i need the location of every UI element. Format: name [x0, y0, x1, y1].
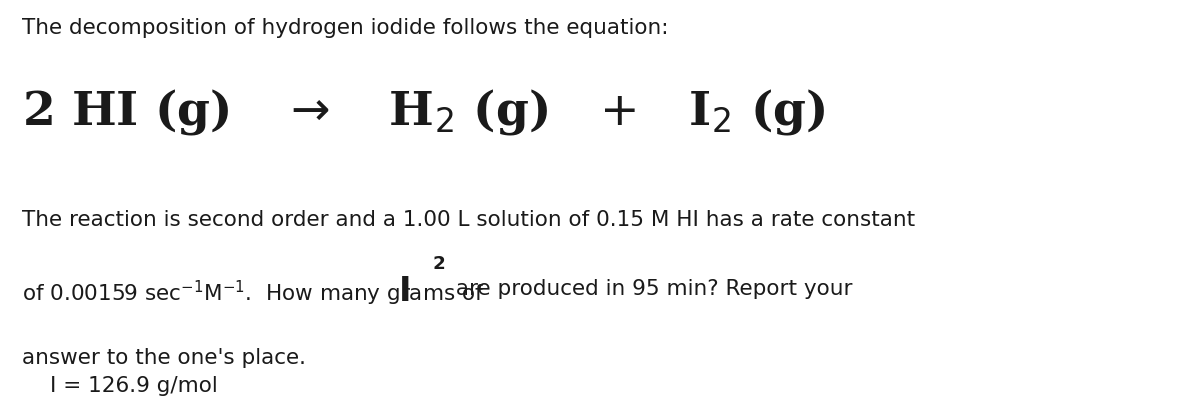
- Text: $\mathdefault{2}$ $\mathdefault{HI}$ $\mathdefault{(g)}$   $\rightarrow$   $\mat: $\mathdefault{2}$ $\mathdefault{HI}$ $\m…: [22, 87, 824, 137]
- Text: I = 126.9 g/mol: I = 126.9 g/mol: [50, 376, 218, 396]
- Text: The decomposition of hydrogen iodide follows the equation:: The decomposition of hydrogen iodide fol…: [22, 18, 668, 38]
- Text: The reaction is second order and a 1.00 L solution of 0.15 M HI has a rate const: The reaction is second order and a 1.00 …: [22, 210, 914, 230]
- Text: $\mathbf{2}$: $\mathbf{2}$: [432, 255, 445, 273]
- Text: answer to the one's place.: answer to the one's place.: [22, 348, 306, 369]
- Text: of 0.00159 sec$^{-1}$M$^{-1}$.  How many grams of: of 0.00159 sec$^{-1}$M$^{-1}$. How many …: [22, 279, 484, 308]
- Text: $\mathbf{I}$: $\mathbf{I}$: [398, 275, 409, 308]
- Text: are produced in 95 min? Report your: are produced in 95 min? Report your: [449, 279, 852, 299]
